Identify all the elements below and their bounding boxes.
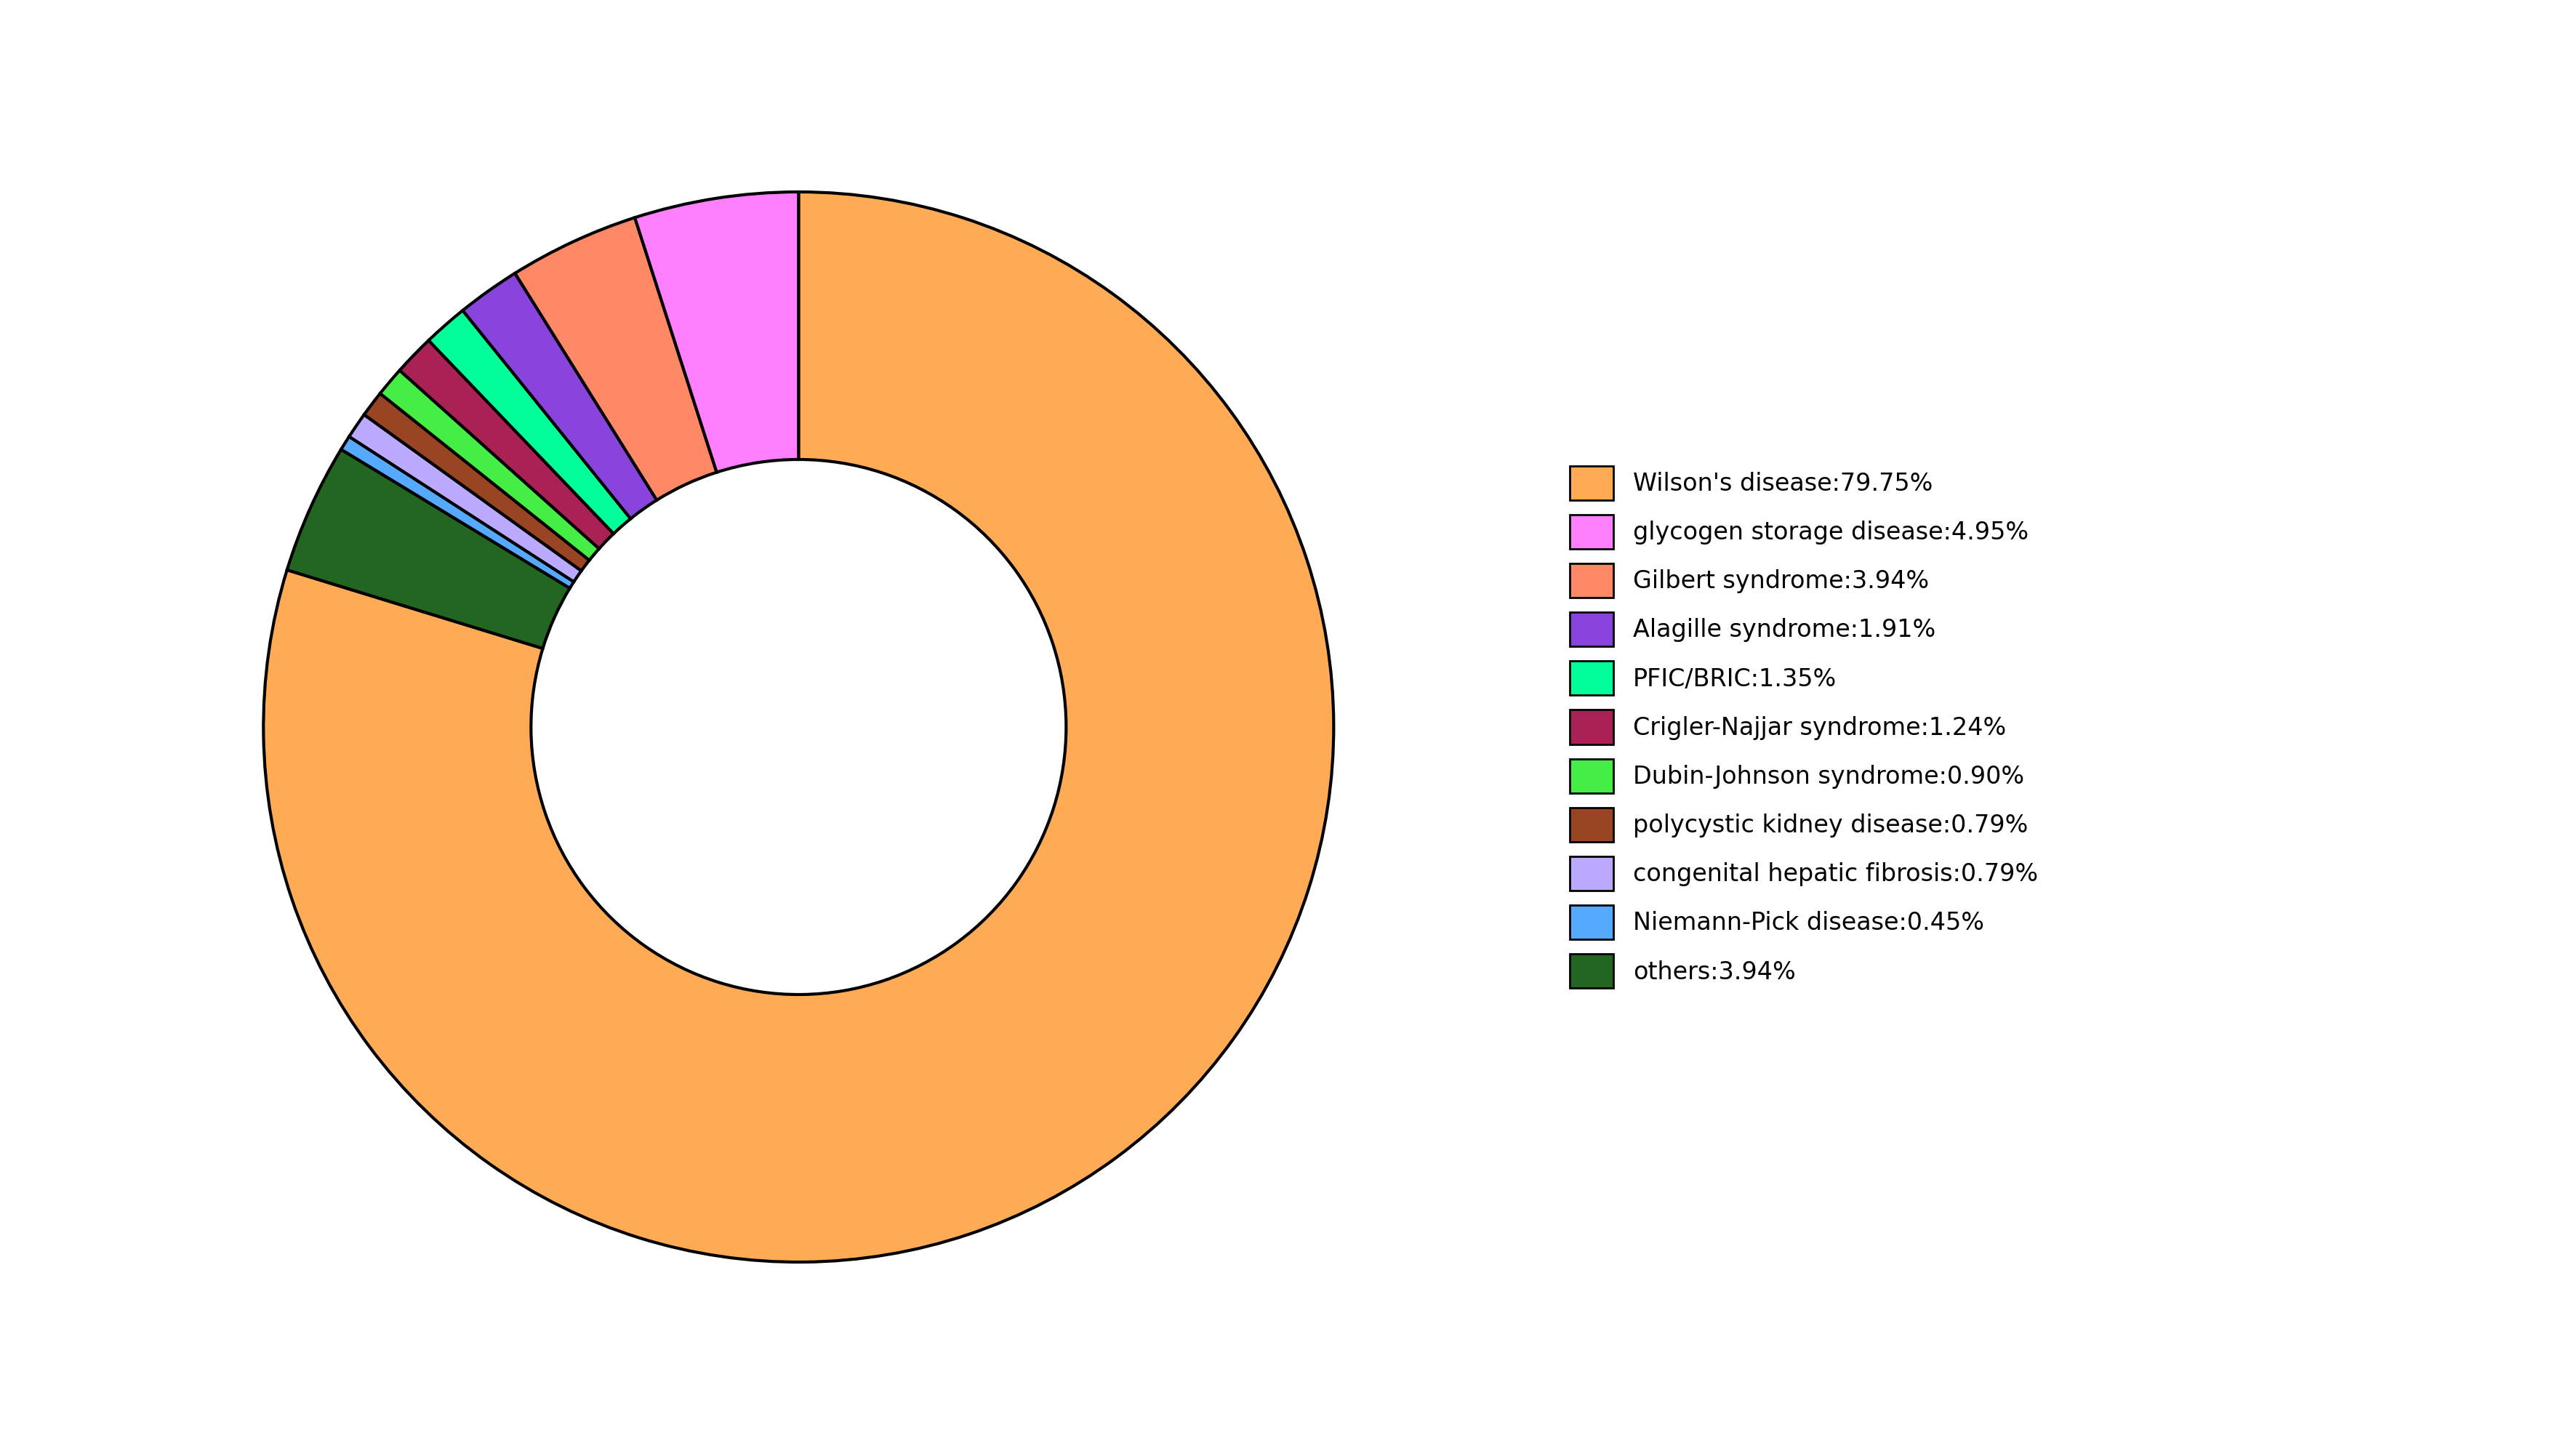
Wedge shape [263, 192, 1334, 1262]
Wedge shape [399, 340, 613, 548]
Wedge shape [428, 311, 631, 534]
Wedge shape [340, 436, 574, 589]
Legend: Wilson's disease:79.75%, glycogen storage disease:4.95%, Gilbert syndrome:3.94%,: Wilson's disease:79.75%, glycogen storag… [1558, 454, 2050, 1000]
Wedge shape [464, 273, 657, 519]
Wedge shape [363, 394, 590, 571]
Wedge shape [381, 371, 600, 560]
Wedge shape [515, 218, 716, 500]
Wedge shape [634, 192, 799, 473]
Wedge shape [350, 414, 582, 582]
Wedge shape [286, 449, 569, 648]
